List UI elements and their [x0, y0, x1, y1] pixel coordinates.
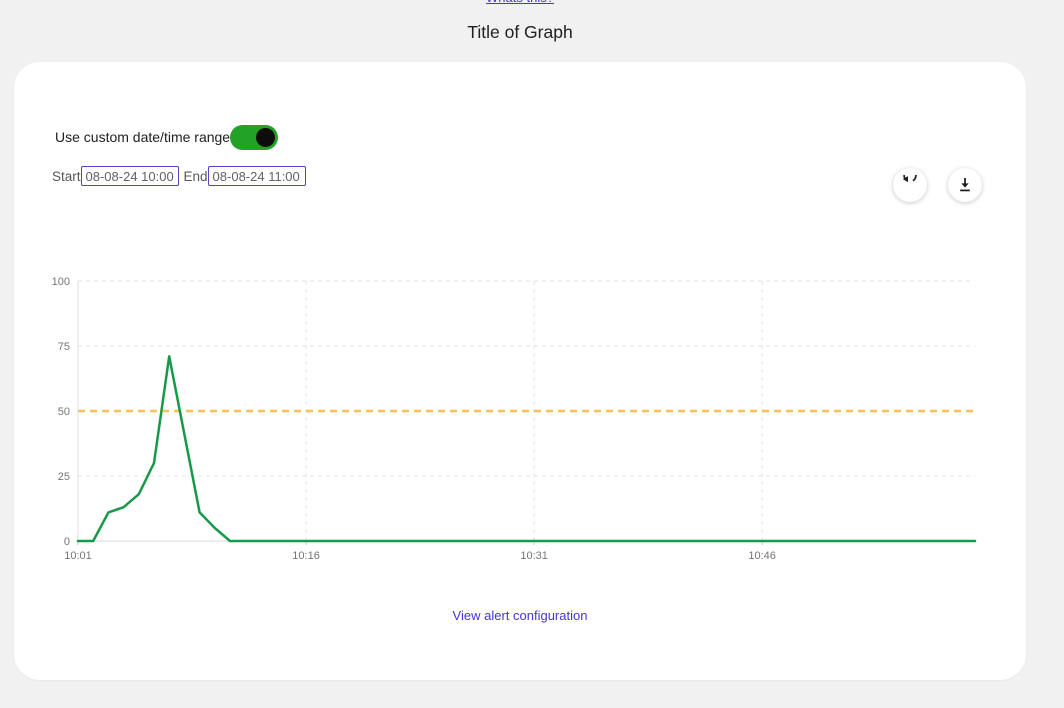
download-button[interactable]: [948, 168, 982, 202]
download-icon: [955, 175, 975, 195]
y-tick-label: 100: [52, 276, 70, 288]
y-tick-label: 50: [58, 406, 70, 418]
graph-card: Use custom date/time range Start End: [14, 62, 1026, 680]
toggle-knob-icon: [256, 127, 276, 147]
x-tick-label: 10:31: [520, 550, 548, 562]
x-tick-label: 10:16: [292, 550, 320, 562]
end-datetime-input[interactable]: [207, 166, 306, 186]
top-link[interactable]: Whats this?: [14, 0, 1026, 5]
view-alert-configuration-link[interactable]: View alert configuration: [452, 608, 588, 623]
custom-range-toggle-label: Use custom date/time range: [55, 129, 231, 145]
end-label: End: [183, 168, 208, 184]
refresh-button[interactable]: [893, 168, 927, 202]
series-line: [76, 355, 977, 543]
y-tick-label: 75: [58, 341, 70, 353]
chart-area: 10:01 10:16 10:31 10:46 0 25 50 75 100: [34, 262, 994, 562]
y-tick-label: 0: [64, 536, 70, 548]
custom-range-row: Use custom date/time range: [55, 124, 279, 150]
footer: View alert configuration: [14, 607, 1026, 625]
refresh-icon: [900, 175, 920, 195]
start-label: Start: [52, 168, 81, 184]
start-datetime-input[interactable]: [80, 166, 179, 186]
custom-range-toggle[interactable]: [230, 124, 279, 150]
date-range-row: Start End: [52, 165, 306, 187]
line-chart: 10:01 10:16 10:31 10:46 0 25 50 75 100: [52, 276, 977, 562]
y-tick-label: 25: [58, 471, 70, 483]
x-tick-label: 10:01: [64, 550, 92, 562]
page-title: Title of Graph: [467, 22, 573, 42]
x-tick-label: 10:46: [748, 550, 776, 562]
